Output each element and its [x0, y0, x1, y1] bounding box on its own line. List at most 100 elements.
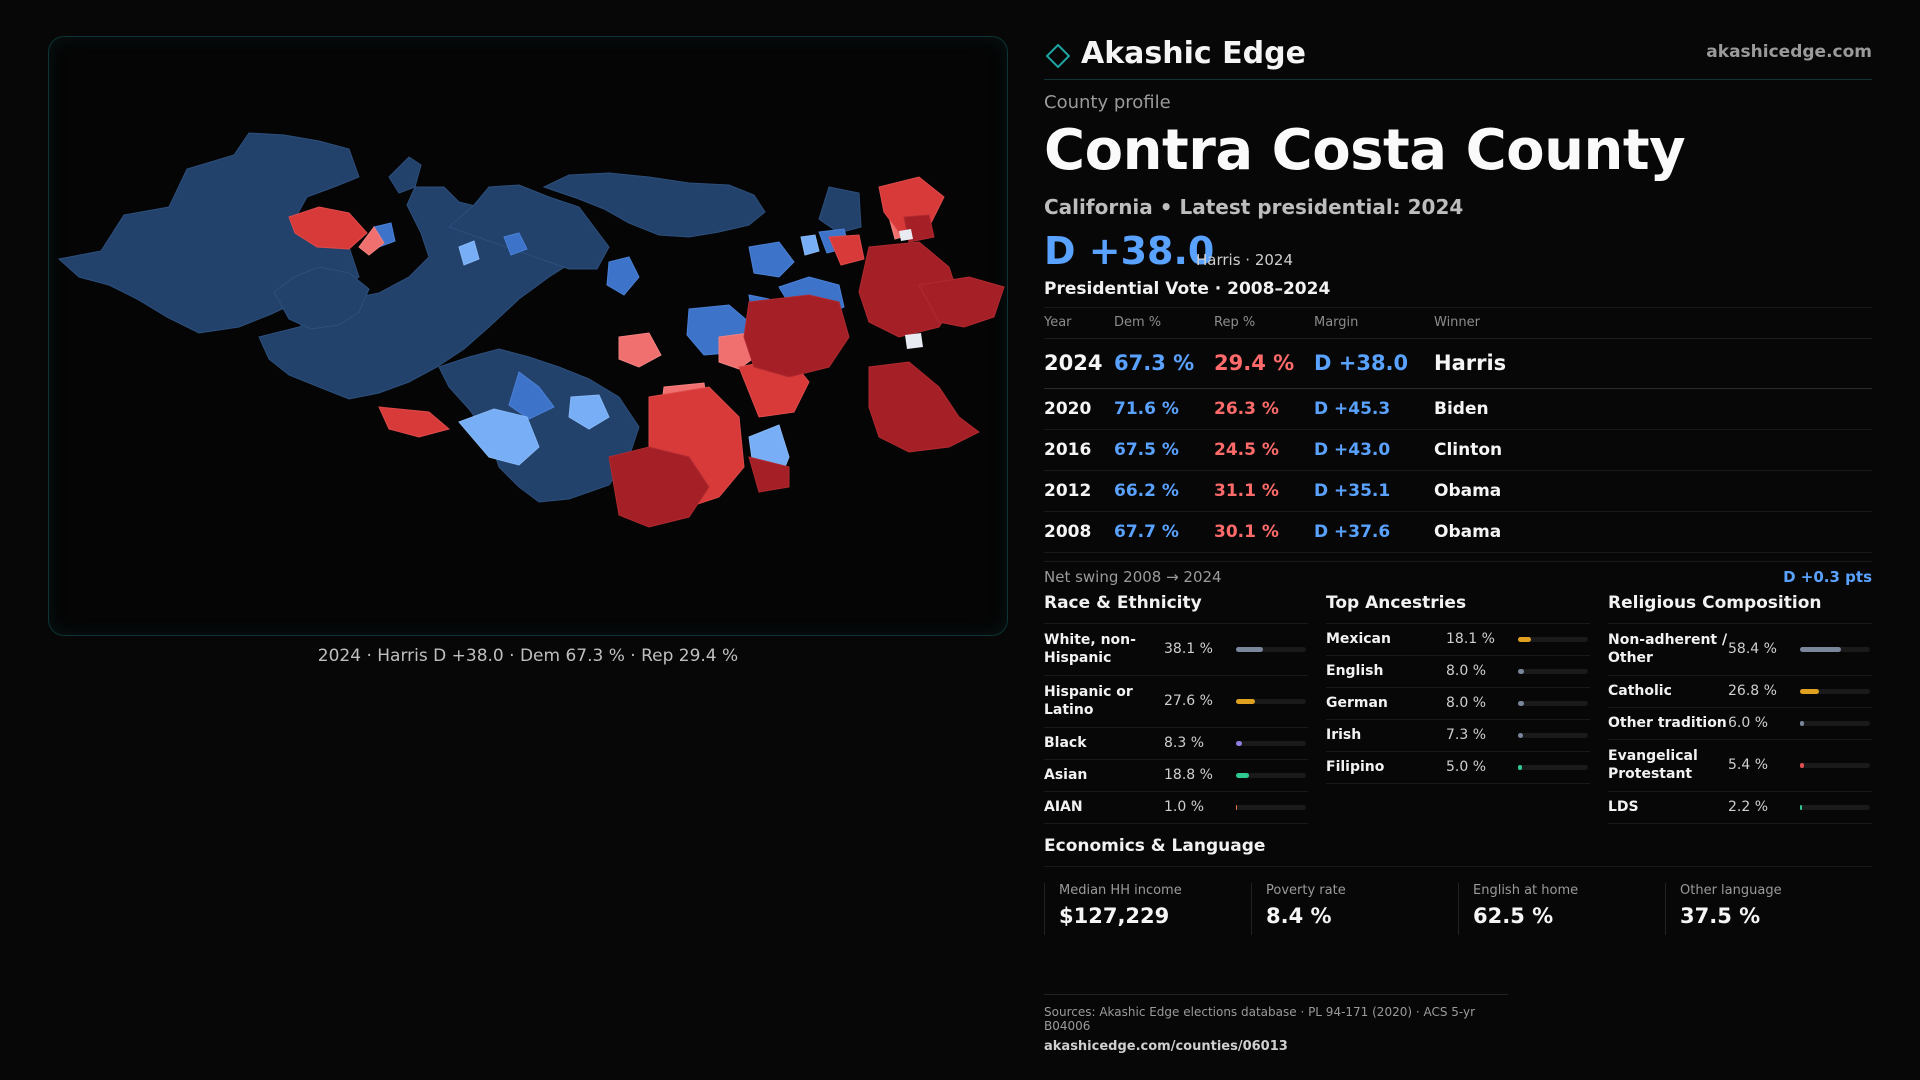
stat-value: 8.4 % — [1266, 903, 1332, 928]
table-row: 2016 67.5 % 24.5 % D +43.0 Clinton — [1044, 429, 1872, 471]
item-value: 18.1 % — [1446, 631, 1495, 647]
precinct-map-svg[interactable] — [49, 37, 1008, 636]
table-row: 2020 71.6 % 26.3 % D +45.3 Biden — [1044, 388, 1872, 430]
presidential-vote-table: Year Dem % Rep % Margin Winner 2024 67.3… — [1044, 308, 1872, 553]
dem-lean-precincts[interactable] — [458, 234, 968, 478]
table-row: 2008 67.7 % 30.1 % D +37.6 Obama — [1044, 511, 1872, 553]
margin-cell: D +35.1 — [1314, 470, 1434, 512]
stat-value: $127,229 — [1059, 903, 1170, 928]
item-bar-fill — [1518, 636, 1531, 642]
footer: Sources: Akashic Edge elections database… — [1044, 994, 1508, 1054]
year-cell: 2020 — [1044, 388, 1114, 430]
margin-value: D +38.0 — [1044, 229, 1215, 273]
item-bar — [1236, 804, 1306, 810]
brand-name: Akashic Edge — [1081, 36, 1306, 71]
list-item: Filipino 5.0 % — [1326, 752, 1590, 784]
item-value: 8.0 % — [1446, 663, 1487, 679]
item-bar-fill — [1800, 688, 1819, 694]
margin-cell: D +38.0 — [1314, 338, 1434, 389]
footer-url[interactable]: akashicedge.com/counties/06013 — [1044, 1039, 1288, 1054]
col-rep: Rep % — [1214, 308, 1314, 339]
item-label: Hispanic or Latino — [1044, 684, 1133, 718]
margin-cell: D +37.6 — [1314, 511, 1434, 553]
dem-cell: 67.7 % — [1114, 511, 1214, 553]
brand-url[interactable]: akashicedge.com — [1706, 42, 1872, 62]
item-label: English — [1326, 663, 1384, 679]
margin-subtext: Harris · 2024 — [1196, 251, 1294, 269]
item-value: 26.8 % — [1728, 683, 1777, 699]
item-label: Asian — [1044, 767, 1088, 783]
item-bar-fill — [1800, 646, 1841, 652]
list-item: Hispanic or Latino 27.6 % — [1044, 676, 1308, 728]
item-bar — [1518, 732, 1588, 738]
item-value: 5.0 % — [1446, 759, 1487, 775]
year-cell: 2016 — [1044, 429, 1114, 471]
item-label: Other tradition — [1608, 715, 1727, 731]
list-item: White, non-Hispanic 38.1 % — [1044, 624, 1308, 676]
list-item: AIAN 1.0 % — [1044, 792, 1308, 824]
county-profile-panel: Akashic Edge akashicedge.com County prof… — [1044, 36, 1872, 935]
profile-kicker: County profile — [1044, 92, 1171, 113]
item-bar — [1800, 804, 1870, 810]
item-label: Irish — [1326, 727, 1362, 743]
stat-card: English at home 62.5 % — [1458, 882, 1665, 935]
tossup-precincts[interactable] — [899, 229, 923, 349]
religion-title: Religious Composition — [1608, 593, 1872, 624]
item-bar — [1800, 688, 1870, 694]
stat-card: Other language 37.5 % — [1665, 882, 1872, 935]
item-bar-fill — [1518, 700, 1524, 706]
stat-label: Poverty rate — [1266, 882, 1346, 898]
item-bar-fill — [1236, 646, 1263, 652]
winner-cell: Obama — [1434, 470, 1872, 512]
net-swing: Net swing 2008 → 2024 D +0.3 pts — [1044, 560, 1872, 589]
item-label: Black — [1044, 735, 1087, 751]
item-label: Catholic — [1608, 683, 1672, 699]
year-cell: 2024 — [1044, 338, 1114, 389]
item-bar — [1236, 772, 1306, 778]
item-bar-fill — [1236, 804, 1238, 810]
item-value: 5.4 % — [1728, 757, 1769, 773]
religion-section: Religious Composition Non-adherent / Oth… — [1608, 593, 1872, 824]
item-bar-fill — [1518, 668, 1524, 674]
stat-card: Median HH income $127,229 — [1044, 882, 1251, 935]
table-row: 2012 66.2 % 31.1 % D +35.1 Obama — [1044, 470, 1872, 512]
rep-cell: 24.5 % — [1214, 429, 1314, 471]
stat-card: Poverty rate 8.4 % — [1251, 882, 1458, 935]
col-winner: Winner — [1434, 308, 1872, 339]
item-bar — [1236, 646, 1306, 652]
item-value: 18.8 % — [1164, 767, 1213, 783]
margin-cell: D +43.0 — [1314, 429, 1434, 471]
headline-margin: D +38.0 Harris · 2024 — [1044, 225, 1872, 277]
sources-text: Sources: Akashic Edge elections database… — [1044, 1005, 1476, 1033]
list-item: Irish 7.3 % — [1326, 720, 1590, 752]
swing-value: D +0.3 pts — [1783, 567, 1872, 586]
item-bar-fill — [1236, 698, 1256, 704]
margin-cell: D +45.3 — [1314, 388, 1434, 430]
swing-label: Net swing 2008 → 2024 — [1044, 567, 1222, 586]
precinct-map[interactable] — [48, 36, 1008, 636]
list-item: Non-adherent / Other 58.4 % — [1608, 624, 1872, 676]
ancestry-section: Top Ancestries Mexican 18.1 % English 8.… — [1326, 593, 1590, 824]
item-label: White, non-Hispanic — [1044, 632, 1136, 666]
dem-strong-precincts[interactable] — [57, 132, 862, 503]
page-title: Contra Costa County — [1044, 118, 1686, 183]
brand-header: Akashic Edge akashicedge.com — [1044, 36, 1872, 80]
item-value: 2.2 % — [1728, 799, 1769, 815]
item-label: LDS — [1608, 799, 1639, 815]
rep-cell: 29.4 % — [1214, 338, 1314, 389]
rep-cell: 31.1 % — [1214, 470, 1314, 512]
item-bar-fill — [1800, 762, 1804, 768]
item-value: 1.0 % — [1164, 799, 1205, 815]
profile-subtitle: California • Latest presidential: 2024 — [1044, 195, 1464, 219]
winner-cell: Obama — [1434, 511, 1872, 553]
item-value: 38.1 % — [1164, 641, 1213, 657]
item-label: AIAN — [1044, 799, 1083, 815]
rep-strong-precincts[interactable] — [608, 214, 1005, 528]
dem-cell: 67.3 % — [1114, 338, 1214, 389]
stat-label: English at home — [1473, 882, 1579, 898]
winner-cell: Clinton — [1434, 429, 1872, 471]
winner-cell: Biden — [1434, 388, 1872, 430]
table-row: 2024 67.3 % 29.4 % D +38.0 Harris — [1044, 338, 1872, 389]
demographic-columns: Race & Ethnicity White, non-Hispanic 38.… — [1044, 593, 1872, 824]
col-margin: Margin — [1314, 308, 1434, 339]
